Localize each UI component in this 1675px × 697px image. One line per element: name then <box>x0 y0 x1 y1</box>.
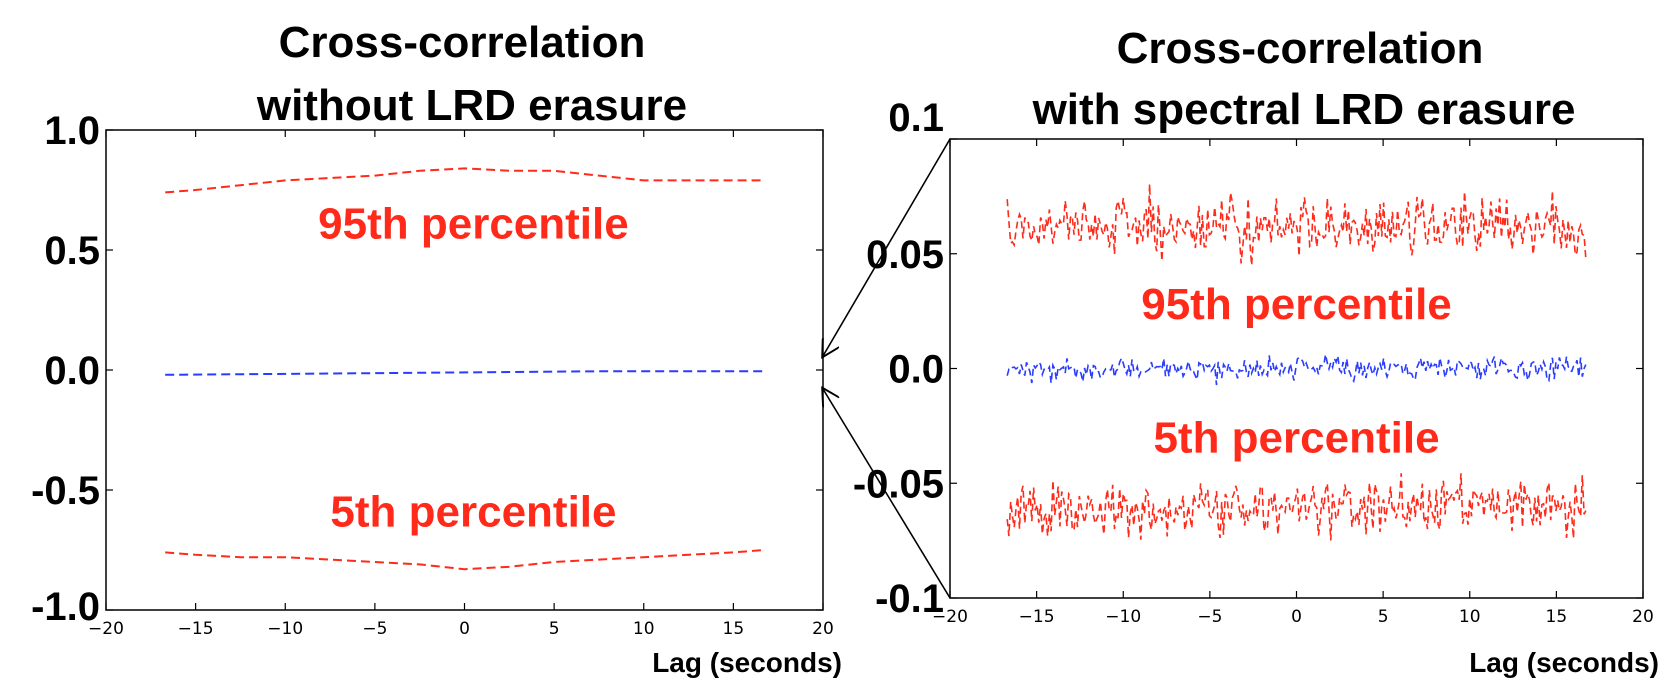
right-y-tick-label: -0.1 <box>875 577 944 621</box>
left-annotation-95th-percentile: 95th percentile <box>318 200 629 249</box>
left-title-line-1: Cross-correlation <box>279 18 646 67</box>
zoom-connectors <box>823 138 951 599</box>
right-y-tick-label: 0.05 <box>866 233 944 277</box>
right-chart: Cross-correlation with spectral LRD eras… <box>853 24 1659 678</box>
right-x-tick-label: −5 <box>1197 607 1222 627</box>
left-title-line-2: without LRD erasure <box>256 81 687 130</box>
right-y-tick-label: -0.05 <box>853 462 944 506</box>
left-x-axis-label: Lag (seconds) <box>652 647 842 678</box>
right-series-95th-percentile-line <box>1006 184 1587 266</box>
left-series-mean-line <box>165 370 764 376</box>
right-title-line-2: with spectral LRD erasure <box>1032 85 1576 134</box>
right-series-mean-line <box>1006 354 1587 386</box>
right-x-tick-label: 0 <box>1291 607 1302 627</box>
left-chart: Cross-correlation without LRD erasure −2… <box>31 18 842 678</box>
right-annotation-5th-percentile: 5th percentile <box>1153 413 1439 462</box>
right-y-tick-label: 0.0 <box>888 348 944 392</box>
zoom-connector-lower <box>823 389 951 599</box>
left-x-tick-label: 20 <box>812 619 834 639</box>
left-y-tick-label: 0.5 <box>44 229 100 273</box>
left-x-tick-label: −15 <box>178 619 214 639</box>
left-x-tick-label: 10 <box>633 619 655 639</box>
right-annotation-95th-percentile: 95th percentile <box>1141 280 1452 329</box>
zoom-connector-upper <box>823 138 951 356</box>
right-x-tick-label: −15 <box>1019 607 1055 627</box>
left-series-95th-percentile-line <box>165 167 764 194</box>
left-y-tick-label: 1.0 <box>44 109 100 153</box>
left-y-tick-label: -1.0 <box>31 585 100 629</box>
right-title-line-1: Cross-correlation <box>1117 24 1484 73</box>
right-x-axis-label: Lag (seconds) <box>1469 647 1659 678</box>
right-y-tick-label: 0.1 <box>888 96 944 140</box>
left-annotation-5th-percentile: 5th percentile <box>330 488 616 537</box>
right-x-tick-label: −20 <box>932 607 968 627</box>
right-series-5th-percentile-line <box>1006 473 1587 541</box>
right-x-tick-label: 5 <box>1378 607 1389 627</box>
left-x-tick-label: −20 <box>88 619 124 639</box>
left-plot-area: −20 −15 −10 −5 0 5 10 15 20 1.0 0.5 0.0 -0.5 -1.0 95th… <box>31 109 834 639</box>
left-y-tick-label: -0.5 <box>31 469 100 513</box>
right-x-tick-label: −10 <box>1105 607 1141 627</box>
left-x-tick-label: −5 <box>362 619 387 639</box>
left-x-tick-label: 15 <box>723 619 745 639</box>
left-series-5th-percentile-line <box>165 549 764 571</box>
right-x-tick-label: 10 <box>1459 607 1481 627</box>
right-x-tick-label: 20 <box>1632 607 1654 627</box>
right-x-tick-label: 15 <box>1546 607 1568 627</box>
left-x-tick-label: 0 <box>459 619 470 639</box>
left-y-tick-label: 0.0 <box>44 349 100 393</box>
left-plot-frame <box>105 129 824 611</box>
right-plot-area: −20 −15 −10 −5 0 5 10 15 20 0.1 0.05 0.0 -0.05 -0.1 95… <box>853 96 1654 627</box>
left-x-tick-label: −10 <box>267 619 303 639</box>
left-x-tick-label: 5 <box>549 619 560 639</box>
